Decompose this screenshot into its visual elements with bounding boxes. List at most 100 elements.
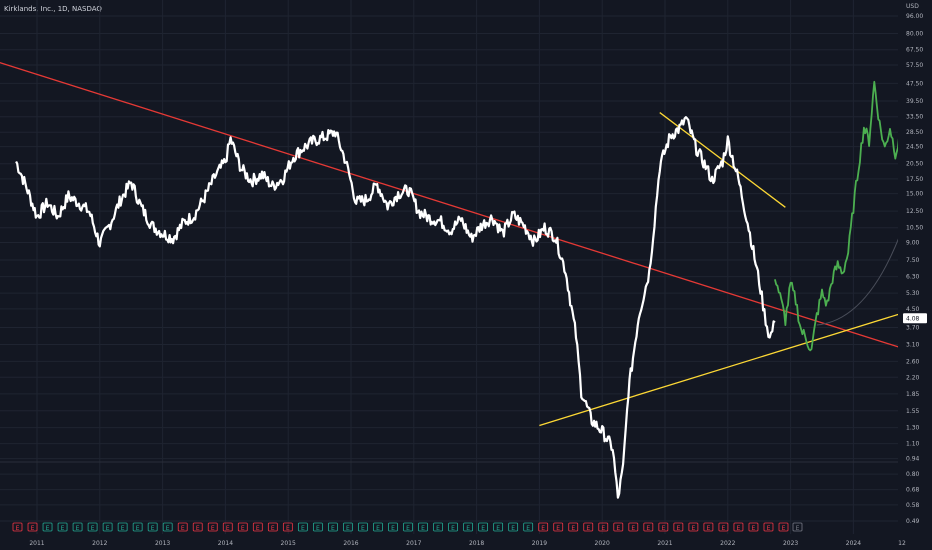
projection-arrow[interactable] (816, 218, 907, 326)
earnings-marker-label: E (241, 525, 245, 532)
earnings-marker[interactable] (583, 522, 594, 532)
earnings-marker[interactable] (237, 522, 248, 532)
time-tick-label: 2015 (281, 540, 296, 547)
earnings-marker[interactable] (792, 522, 803, 532)
earnings-marker[interactable] (508, 522, 519, 532)
price-tick-label: 33.50 (906, 114, 923, 121)
earnings-marker[interactable] (267, 522, 278, 532)
earnings-marker[interactable] (553, 522, 564, 532)
earnings-marker-label: E (511, 525, 515, 532)
time-tick-label: 2023 (783, 540, 798, 547)
earnings-marker[interactable] (27, 522, 38, 532)
earnings-marker-label: E (16, 525, 20, 532)
earnings-marker-label: E (151, 525, 155, 532)
earnings-marker-label: E (752, 525, 756, 532)
earnings-marker[interactable] (282, 522, 293, 532)
earnings-marker[interactable] (252, 522, 263, 532)
price-series-history[interactable] (15, 116, 776, 499)
time-tick-label: 2014 (218, 540, 233, 547)
price-tick-label: 0.58 (906, 502, 920, 509)
earnings-marker[interactable] (478, 522, 489, 532)
earnings-marker[interactable] (328, 522, 338, 532)
earnings-marker-label: E (676, 525, 680, 532)
price-axis-bg (898, 0, 932, 550)
price-tick-label: 47.50 (906, 80, 923, 87)
earnings-marker[interactable] (658, 522, 669, 532)
earnings-marker[interactable] (132, 522, 143, 532)
trend-line[interactable] (0, 58, 922, 355)
price-tick-label: 0.80 (906, 471, 920, 478)
earnings-marker[interactable] (222, 522, 233, 532)
earnings-marker[interactable] (418, 522, 428, 532)
earnings-marker[interactable] (628, 522, 639, 532)
earnings-marker[interactable] (207, 522, 218, 532)
earnings-marker[interactable] (733, 522, 744, 532)
price-tick-label: 9.00 (906, 239, 920, 246)
earnings-marker-label: E (421, 525, 425, 532)
price-tick-label: 0.68 (906, 487, 920, 494)
price-tick-label: 0.49 (906, 518, 920, 525)
price-tick-label: 24.50 (906, 144, 923, 151)
earnings-marker-label: E (661, 525, 665, 532)
earnings-marker[interactable] (373, 522, 383, 532)
earnings-marker[interactable] (343, 522, 353, 532)
earnings-marker[interactable] (162, 522, 173, 532)
price-tick-label: 15.00 (906, 191, 923, 198)
time-tick-label: 2016 (343, 540, 358, 547)
earnings-marker[interactable] (448, 522, 458, 532)
time-tick-label: 2019 (532, 540, 547, 547)
price-series-recent[interactable] (774, 24, 923, 352)
earnings-marker-label: E (646, 525, 650, 532)
earnings-marker[interactable] (538, 522, 549, 532)
earnings-marker[interactable] (117, 522, 128, 532)
earnings-marker[interactable] (673, 522, 684, 532)
price-tick-label: 3.10 (906, 341, 920, 348)
earnings-marker-label: E (496, 525, 500, 532)
earnings-marker[interactable] (297, 522, 308, 532)
earnings-marker-label: E (722, 525, 726, 532)
earnings-marker[interactable] (568, 522, 579, 532)
earnings-marker[interactable] (433, 522, 443, 532)
earnings-marker-label: E (601, 525, 605, 532)
earnings-marker[interactable] (147, 522, 158, 532)
earnings-marker[interactable] (778, 522, 789, 532)
earnings-marker-label: E (271, 525, 275, 532)
earnings-marker[interactable] (493, 522, 504, 532)
earnings-marker[interactable] (403, 522, 413, 532)
earnings-marker[interactable] (102, 522, 113, 532)
earnings-marker-label: E (46, 525, 50, 532)
earnings-marker[interactable] (598, 522, 609, 532)
earnings-marker[interactable] (463, 522, 473, 532)
earnings-marker[interactable] (12, 522, 23, 532)
earnings-marker-label: E (256, 525, 260, 532)
earnings-marker[interactable] (718, 522, 729, 532)
earnings-marker[interactable] (748, 522, 759, 532)
earnings-marker[interactable] (87, 522, 98, 532)
earnings-marker-label: E (466, 525, 470, 532)
earnings-marker-label: E (286, 525, 290, 532)
earnings-marker[interactable] (177, 522, 188, 532)
earnings-marker[interactable] (192, 522, 203, 532)
earnings-marker[interactable] (688, 522, 699, 532)
earnings-marker[interactable] (763, 522, 774, 532)
earnings-marker[interactable] (312, 522, 323, 532)
earnings-marker[interactable] (703, 522, 714, 532)
price-tick-label: 57.50 (906, 62, 923, 69)
price-tick-label: 5.30 (906, 290, 920, 297)
price-tick-label: 67.50 (906, 47, 923, 54)
earnings-marker[interactable] (72, 522, 83, 532)
earnings-marker[interactable] (57, 522, 68, 532)
earnings-marker[interactable] (358, 522, 368, 532)
earnings-marker[interactable] (613, 522, 624, 532)
earnings-marker[interactable] (388, 522, 398, 532)
earnings-marker[interactable] (523, 522, 534, 532)
trend-line[interactable] (539, 311, 906, 427)
price-tick-label: 80.00 (906, 30, 923, 37)
earnings-marker[interactable] (643, 522, 654, 532)
earnings-marker[interactable] (42, 522, 53, 532)
earnings-marker-label: E (346, 525, 350, 532)
earnings-marker-label: E (31, 525, 35, 532)
earnings-marker-label: E (301, 525, 305, 532)
